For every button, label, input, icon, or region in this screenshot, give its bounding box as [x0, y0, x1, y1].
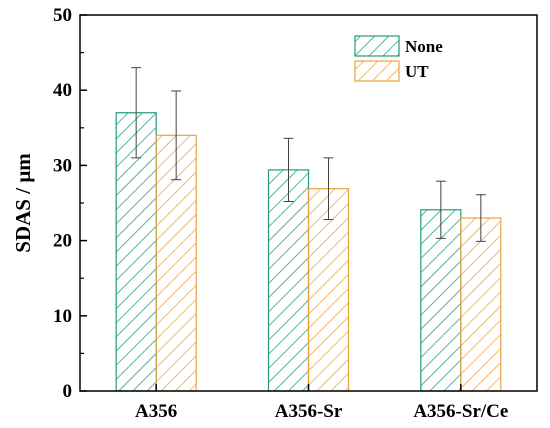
- x-tick-label: A356: [135, 401, 177, 422]
- error-bars-layer: [131, 67, 486, 242]
- y-tick-label: 0: [63, 381, 73, 402]
- y-tick-label: 30: [53, 155, 72, 176]
- legend-swatch-none: [354, 35, 400, 57]
- legend-label-none: None: [405, 37, 443, 56]
- y-tick-label: 10: [53, 306, 72, 327]
- y-tick-label: 50: [53, 5, 72, 26]
- legend-label-ut: UT: [405, 62, 429, 81]
- x-axis: A356 A356-Sr A356-Sr/Ce: [135, 384, 508, 422]
- x-tick-label: A356-Sr: [275, 401, 343, 422]
- x-tick-label: A356-Sr/Ce: [413, 401, 508, 422]
- legend: None UT: [354, 35, 443, 82]
- bar-ut-a356-sr-ce: [460, 217, 502, 392]
- bars-layer: [115, 112, 502, 392]
- bar-none-a356: [115, 112, 157, 392]
- legend-swatch-ut: [354, 60, 400, 82]
- y-axis-title: SDAS / μm: [11, 153, 35, 253]
- y-tick-label: 40: [53, 80, 72, 101]
- y-tick-label: 20: [53, 231, 72, 252]
- y-axis: 0 10 20 30 40 50: [53, 5, 87, 402]
- bar-none-a356-sr: [267, 169, 310, 392]
